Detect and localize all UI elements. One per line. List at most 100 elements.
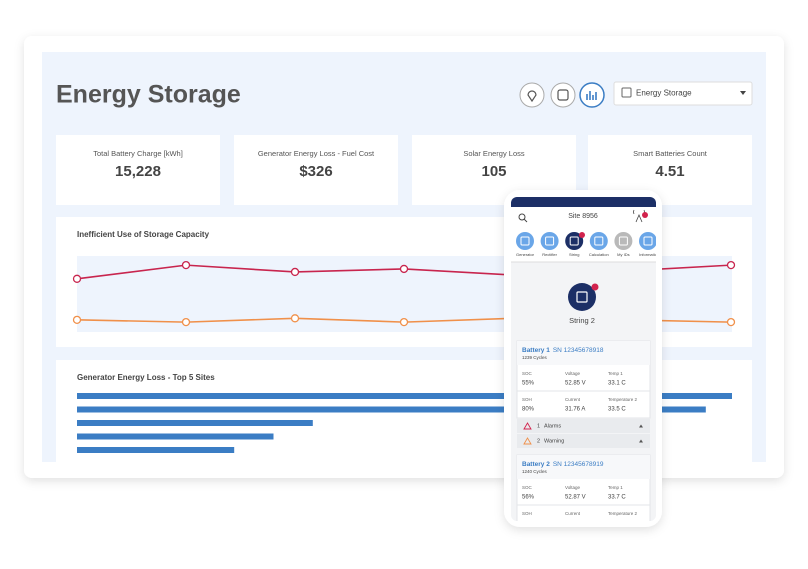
string-title: String 2 [569,316,595,325]
battery-card-header [517,455,650,479]
search-handle [523,218,528,223]
phone-nav: Generator Rectifier String Calculation My ID… [516,232,658,257]
alarm-caret [639,439,643,443]
bar [77,447,235,453]
line-point [181,260,191,270]
nav-label: Informatio [639,252,658,257]
field-value: 31.76 A [565,407,585,413]
field-value: 56% [522,495,535,501]
alarm-row[interactable] [517,434,650,448]
bar [77,433,274,440]
field-label: Temp 1 [608,371,623,376]
field-value: 80% [522,407,535,413]
nav-icon[interactable] [639,232,657,250]
line-point [399,317,409,327]
battery-title: Battery 2 SN 12345678919 [522,461,604,468]
battery-glyph [576,291,588,303]
line-chart [72,260,736,327]
map-button[interactable] [519,82,545,108]
video-button[interactable] [550,82,576,108]
nav-glyph [618,236,628,246]
nav-label: Rectifier [542,252,557,257]
alarm-label: Warning [544,438,564,444]
chart-button[interactable] [579,82,605,108]
line-point [72,315,82,324]
field-value: 33.5 C [608,407,626,413]
nav-icon[interactable] [589,232,608,250]
line-point [290,314,300,323]
field-label: Temp 1 [608,485,623,490]
field-value: 52.85 V [565,381,586,387]
nav-glyph [545,236,555,246]
nav-glyph [520,236,530,246]
search-icon[interactable] [518,213,526,221]
kpi-card [234,135,398,205]
kpi-value: 15,228 [115,163,161,180]
kpi-label: Solar Energy Loss [463,149,525,158]
battery-card-header [517,341,650,365]
nav-glyph [569,236,579,246]
nav-icon[interactable] [540,232,559,250]
battery-sn: SN 12345678918 [553,347,604,354]
nav-icon[interactable] [565,232,584,250]
alarm-icon [523,437,532,445]
kpi-label: Total Battery Charge [kWh] [93,149,183,158]
field-label: Current [565,511,581,516]
dropdown-caret [740,91,746,95]
string-badge [591,283,599,291]
bar [77,393,732,399]
field-label: Temperature 2 [608,511,638,516]
battery-sn: SN 12345678919 [553,461,604,468]
line-point [726,260,736,270]
field-label: Current [565,397,581,402]
kpi-label: Smart Batteries Count [633,149,708,158]
kpi-card [56,135,220,205]
battery-cycles: 1240 Cycles [522,469,548,474]
nav-glyph [643,236,653,246]
bar [77,420,313,426]
calendar-icon [621,87,632,98]
field-label: SOC [522,485,533,490]
alarm-icon [523,422,532,430]
nav-label: Generator [516,252,535,257]
kpi-label: Generator Energy Loss - Fuel Cost [258,149,375,158]
line-point [72,274,82,283]
bar-chart-title: Generator Energy Loss - Top 5 Sites [77,373,215,382]
battery-title: Battery 1 SN 12345678918 [522,347,604,354]
nav-label: Calculation [589,252,609,257]
alarm-count: 1 [537,423,540,429]
chart-icon [586,91,597,100]
kpi-value: 4.51 [655,163,684,180]
phone-header-bg [511,197,656,262]
line-point [181,317,191,327]
line-chart-title: Inefficient Use of Storage Capacity [77,230,210,239]
nav-glyph [594,236,604,246]
view-buttons [519,82,605,108]
page-title: Energy Storage [56,81,241,109]
field-value: 52.87 V [565,495,586,501]
battery-name: Battery 2 [522,461,550,468]
video-icon [557,89,569,101]
battery-cycles: 1239 Cycles [522,355,548,360]
line-point [726,317,736,327]
battery-name: Battery 1 [522,347,550,354]
dropdown[interactable] [613,81,753,106]
phone-screen: Site 8956 Generator Rectifier String Calcul… [511,197,658,521]
field-label: Voltage [565,371,581,376]
nav-label: String [569,252,579,257]
line-point [290,267,300,277]
kpi-value: $326 [299,163,332,180]
alarm-row[interactable] [517,419,650,433]
site-title: Site 8956 [568,213,598,220]
bar-chart [77,393,732,453]
field-label: SOH [522,397,532,402]
nav-icon[interactable] [614,232,633,250]
nav-icon[interactable] [516,232,534,250]
kpi-row: Total Battery Charge [kWh] 15,228 Generato… [56,135,752,205]
alarm-count: 2 [537,438,540,444]
kpi-value: 105 [481,163,506,180]
field-value: 33.1 C [608,381,626,387]
bar [77,406,706,413]
field-label: SOC [522,371,533,376]
